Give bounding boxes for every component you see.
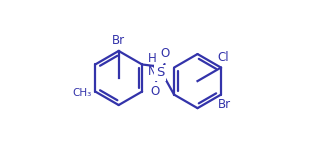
Text: CH₃: CH₃ <box>72 88 91 98</box>
Text: H: H <box>147 52 156 65</box>
Text: Cl: Cl <box>217 51 229 64</box>
Text: Br: Br <box>112 34 125 47</box>
Text: Br: Br <box>217 98 231 111</box>
Text: N: N <box>147 65 156 78</box>
Text: O: O <box>151 85 160 98</box>
Text: O: O <box>161 47 170 60</box>
Text: S: S <box>156 66 164 79</box>
